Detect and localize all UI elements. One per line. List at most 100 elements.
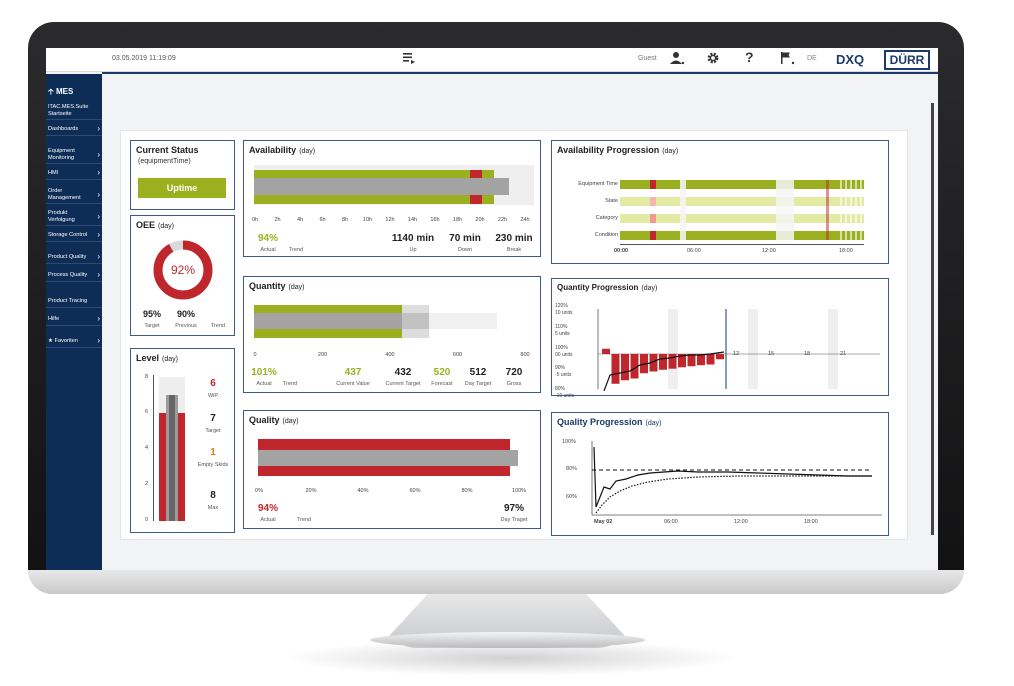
qual-prog-ylabel: 80% — [566, 466, 578, 472]
help-icon[interactable]: ? — [745, 49, 754, 65]
sidebar: 🡡 MES ITAC.MES.Suite Startseite Dashboard… — [46, 74, 102, 570]
qty-prog-ylabel: 100% — [555, 345, 568, 351]
availability-down-value: 70 min — [449, 233, 481, 244]
sidebar-item-label: Equipment Monitoring — [48, 148, 75, 161]
sidebar-item[interactable]: Product Tracing — [46, 296, 102, 308]
availability-title: Availability (day) — [249, 145, 316, 155]
sidebar-item[interactable]: Storage Control › — [46, 230, 102, 242]
axis-tick-label: 80% — [461, 488, 473, 494]
sidebar-item-label: Process Quality — [48, 272, 88, 278]
timeline-stop — [826, 180, 829, 240]
flag-icon[interactable] — [779, 51, 795, 68]
quality-target-bar — [258, 450, 518, 466]
sidebar-item-label: Storage Control — [48, 232, 88, 238]
screen: 03.05.2019 11:19:09 Guest ? DE DXQ DÜRR … — [46, 48, 938, 570]
quality-progression-chart — [591, 441, 882, 516]
chevron-right-icon: › — [97, 230, 100, 239]
axis-tick-label: 60% — [409, 488, 421, 494]
axis-tick-label: 16h — [430, 217, 440, 223]
row-label-category: Category — [595, 215, 618, 221]
quantity-deviation-bar — [706, 354, 715, 365]
gear-icon[interactable] — [706, 51, 720, 68]
axis-tick-label: 0% — [255, 488, 263, 494]
sidebar-item-label: Product Quality — [48, 254, 87, 260]
level-axis — [153, 375, 154, 521]
sidebar-item[interactable]: Hilfe › — [46, 314, 102, 326]
dxq-logo: DXQ — [836, 52, 865, 67]
quantity-current-value: 437 — [344, 367, 362, 378]
level-target-value: 7 — [210, 413, 216, 424]
availability-progression-title: Availability Progression (day) — [557, 145, 679, 155]
user-icon[interactable] — [669, 51, 685, 68]
level-empty-label: Empty Skids — [197, 462, 229, 468]
quantity-trend-label: Trend — [282, 381, 298, 387]
availability-break-label: Break — [506, 247, 522, 253]
chevron-right-icon: › — [97, 211, 100, 221]
sidebar-item[interactable]: Produkt Verfolgung › — [46, 208, 102, 226]
quantity-panel: Quantity (day) 0 200 400 600 800 101% Actual … — [243, 276, 541, 393]
sidebar-item[interactable]: Dashboards › — [46, 124, 102, 136]
quantity-day-target-value: 512 — [469, 367, 487, 378]
oee-target-value: 95% — [142, 309, 161, 319]
axis-tick-label: 800 — [520, 352, 530, 358]
level-target-label: Target — [205, 428, 221, 434]
sidebar-item-label: Hilfe — [48, 316, 60, 322]
oee-gauge: 92% — [153, 240, 213, 300]
quantity-current-target-value: 432 — [394, 367, 412, 378]
qty-prog-ylabel: 00 units — [555, 352, 573, 358]
qty-prog-ylabel: -5 units — [555, 372, 572, 378]
qual-prog-xtick: 06:00 — [664, 519, 678, 525]
level-axis-label: 0 — [145, 517, 149, 523]
quantity-day-target-label: Day Target — [464, 381, 492, 387]
quantity-progression-title: Quantity Progression (day) — [557, 283, 658, 292]
quality-panel: Quality (day) 0% 20% 40% 60% 80% 100% 94% Actu… — [243, 410, 541, 529]
timeline-condition — [620, 231, 864, 240]
level-max-label: Max — [207, 505, 219, 511]
level-title: Level (day) — [136, 353, 178, 363]
timeline-equipment-time — [620, 180, 864, 189]
qual-prog-xtick: 12:00 — [734, 519, 748, 525]
topbar-accent-line — [102, 72, 938, 74]
quantity-deviation-bar — [611, 354, 620, 384]
sidebar-header[interactable]: 🡡 MES — [48, 87, 74, 96]
axis-tick-label: 22h — [497, 217, 508, 223]
avail-prog-xtick: 18:00 — [839, 248, 853, 254]
oee-previous-value: 90% — [176, 309, 195, 319]
quality-day-target-value: 97% — [503, 503, 524, 514]
vertical-scrollbar[interactable] — [931, 103, 934, 535]
qty-prog-ylabel: 110% — [555, 324, 568, 330]
sidebar-item[interactable]: Product Quality › — [46, 252, 102, 264]
level-axis-label: 6 — [145, 409, 149, 415]
language-label[interactable]: DE — [807, 55, 817, 62]
level-axis-label: 8 — [145, 374, 149, 380]
star-icon: ★ — [48, 338, 55, 344]
availability-down-label: Down — [457, 247, 473, 253]
oee-target-label: Target — [144, 323, 160, 329]
sidebar-item[interactable]: Equipment Monitoring › — [46, 146, 102, 164]
timeline-break — [680, 180, 686, 240]
sidebar-item[interactable]: Process Quality › — [46, 270, 102, 282]
sidebar-item[interactable]: ITAC.MES.Suite Startseite — [46, 102, 102, 120]
availability-trend-label: Trend — [288, 247, 304, 253]
axis-tick-label: 200 — [317, 352, 328, 358]
quantity-gross-label: Gross — [506, 381, 522, 387]
arrow-up-icon: 🡡 — [48, 87, 54, 96]
sidebar-item[interactable]: ★ Favoriten › — [46, 336, 102, 348]
quantity-deviation-bar — [630, 354, 639, 379]
qty-prog-ylabel: 5 units — [555, 331, 570, 337]
qty-prog-ylabel: 120% — [555, 303, 568, 309]
list-icon[interactable] — [402, 51, 416, 68]
qty-prog-ylabel: 10 units — [555, 310, 573, 316]
axis-tick-label: 24h — [520, 217, 530, 223]
qual-prog-ylabel: 60% — [566, 494, 578, 500]
sidebar-item[interactable]: Order Management › — [46, 186, 102, 204]
axis-tick-label: 2h — [274, 217, 281, 223]
chevron-right-icon: › — [97, 168, 100, 177]
qty-prog-xtick: 21 — [840, 351, 847, 357]
sidebar-item[interactable]: HMI › — [46, 168, 102, 180]
sidebar-item-label: Product Tracing — [48, 298, 88, 304]
quality-actual-value: 94% — [257, 503, 278, 514]
status-title: Current Status — [136, 145, 199, 155]
monitor-foot — [370, 632, 645, 648]
quantity-progression-panel: Quantity Progression (day) 120% 10 units 11… — [551, 278, 889, 399]
